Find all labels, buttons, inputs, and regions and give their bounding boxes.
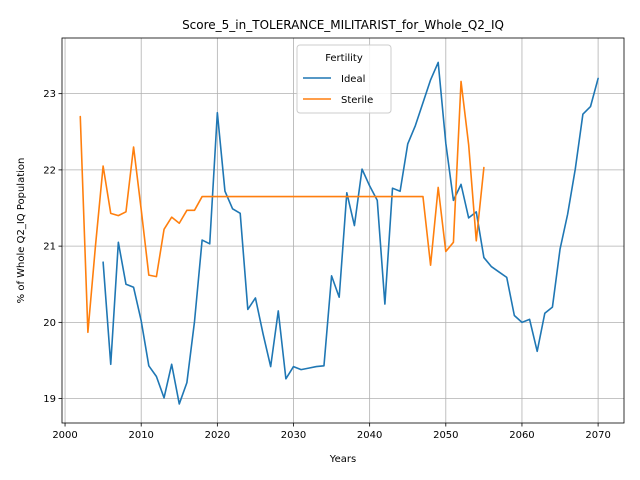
x-axis-label: Years <box>329 454 356 465</box>
x-tick-label: 2000 <box>52 430 77 441</box>
x-tick-label: 2070 <box>585 430 610 441</box>
y-tick-label: 20 <box>43 318 56 329</box>
series-layer <box>79 61 599 405</box>
y-tick-label: 21 <box>43 242 56 253</box>
y-tick-label: 22 <box>43 165 56 176</box>
legend-title: Fertility <box>325 53 363 64</box>
series-line-sterile <box>79 80 485 334</box>
chart-title: Score_5_in_TOLERANCE_MILITARIST_for_Whol… <box>182 18 504 32</box>
x-tick-label: 2050 <box>433 430 458 441</box>
x-tick-label: 2040 <box>357 430 382 441</box>
ticks: 2000 2010 2020 2030 2040 2050 2060 2070 19 20 21 22… <box>43 89 611 441</box>
legend-box <box>296 44 392 114</box>
x-tick-label: 2010 <box>128 430 153 441</box>
y-tick-label: 19 <box>43 394 56 405</box>
x-tick-label: 2060 <box>509 430 534 441</box>
y-tick-label: 23 <box>43 89 56 100</box>
legend: Fertility Ideal Sterile <box>296 44 392 114</box>
y-axis-label: % of Whole Q2_IQ Population <box>16 158 27 304</box>
series-line-ideal <box>102 61 599 405</box>
plot-frame <box>61 37 625 424</box>
legend-label-ideal: Ideal <box>341 74 365 85</box>
legend-label-sterile: Sterile <box>341 95 373 106</box>
x-tick-label: 2020 <box>205 430 230 441</box>
x-tick-label: 2030 <box>281 430 306 441</box>
